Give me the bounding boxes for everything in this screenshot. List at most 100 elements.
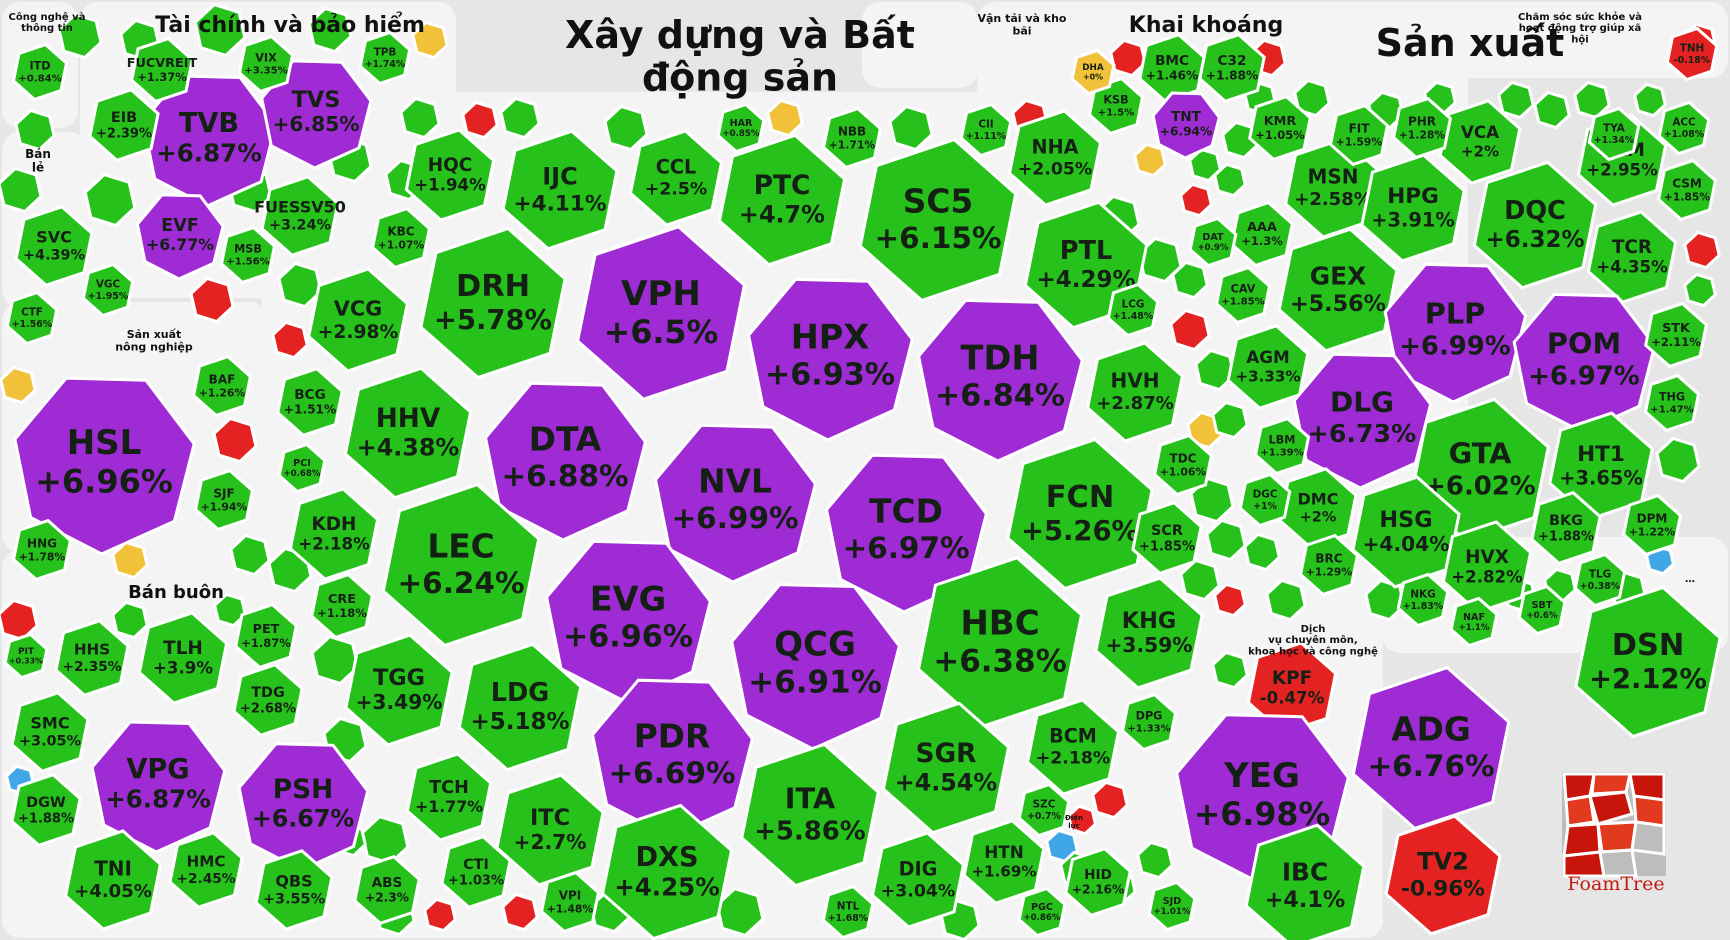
- stock-cell-bkg[interactable]: BKG+1.88%: [1530, 491, 1602, 565]
- stock-cell-hpx[interactable]: HPX+6.93%: [746, 277, 914, 442]
- stock-shape[interactable]: [237, 34, 295, 94]
- stock-cell-hhs[interactable]: HHS+2.35%: [54, 619, 130, 697]
- stock-shape[interactable]: [1438, 99, 1522, 185]
- stock-cell-drh[interactable]: DRH+5.78%: [419, 226, 567, 380]
- stock-cell-vcg[interactable]: VCG+2.98%: [307, 267, 409, 373]
- stock-shape[interactable]: [1064, 847, 1132, 917]
- stock-shape[interactable]: [1587, 106, 1641, 162]
- stock-cell-kmr[interactable]: KMR+1.05%: [1248, 94, 1312, 162]
- stock-cell-aaa[interactable]: AAA+1.3%: [1230, 200, 1294, 268]
- stock-shape[interactable]: [1360, 153, 1466, 263]
- minor-cell[interactable]: [603, 104, 649, 152]
- stock-cell-tnt[interactable]: TNT+6.94%: [1151, 91, 1221, 160]
- stock-shape[interactable]: [370, 206, 432, 270]
- stock-cell-dat[interactable]: DAT+0.9%: [1188, 216, 1238, 268]
- stock-shape[interactable]: [3, 632, 49, 680]
- minor-cell[interactable]: [1133, 142, 1167, 178]
- minor-cell[interactable]: [213, 592, 247, 628]
- stock-cell-sgr[interactable]: SGR+4.54%: [881, 701, 1011, 835]
- stock-cell-hsl[interactable]: HSL+6.96%: [13, 376, 196, 556]
- stock-shape[interactable]: [501, 129, 619, 251]
- stock-shape[interactable]: [1070, 48, 1116, 96]
- minor-cell[interactable]: [1109, 38, 1147, 78]
- stock-cell-hid[interactable]: HID+2.16%: [1064, 847, 1132, 917]
- minor-cell[interactable]: [1683, 230, 1721, 270]
- minor-cell[interactable]: [1194, 348, 1236, 392]
- minor-cell[interactable]: [0, 166, 43, 214]
- stock-cell-tdg[interactable]: TDG+2.68%: [232, 663, 304, 737]
- stock-cell-hqc[interactable]: HQC+1.94%: [404, 128, 496, 222]
- stock-cell-gex[interactable]: GEX+5.56%: [1277, 227, 1399, 353]
- stock-shape[interactable]: [544, 539, 712, 704]
- stock-cell-dta[interactable]: DTA+6.88%: [483, 381, 648, 542]
- stock-shape[interactable]: [130, 36, 194, 104]
- minor-cell[interactable]: [1205, 518, 1247, 562]
- minor-cell[interactable]: [1211, 650, 1249, 690]
- stock-cell-tnh[interactable]: TNH-0.18%: [1665, 26, 1719, 82]
- stock-shape[interactable]: [404, 128, 496, 222]
- stock-shape[interactable]: [1449, 596, 1499, 648]
- minor-cell[interactable]: [1683, 272, 1717, 308]
- minor-cell[interactable]: [229, 533, 271, 577]
- stock-cell-svc[interactable]: SVC +4.39%: [14, 205, 94, 287]
- stock-cell-thg[interactable]: THG +1.47%: [1643, 373, 1701, 433]
- stock-cell-vpg[interactable]: VPG+6.87%: [90, 720, 227, 854]
- stock-shape[interactable]: [600, 803, 734, 940]
- stock-shape[interactable]: [90, 720, 227, 854]
- stock-cell-qbs[interactable]: QBS +3.55%: [254, 849, 334, 931]
- stock-shape[interactable]: [916, 298, 1084, 463]
- minor-cell[interactable]: [277, 261, 323, 309]
- stock-shape[interactable]: [1328, 103, 1390, 167]
- minor-cell[interactable]: [1213, 162, 1247, 198]
- stock-cell-itc[interactable]: ITC+2.7%: [495, 773, 605, 887]
- stock-cell-ccl[interactable]: CCL+2.5%: [628, 129, 724, 227]
- stock-cell-fcn[interactable]: FCN+5.26%: [1006, 437, 1154, 591]
- stock-cell-abs[interactable]: ABS+2.3%: [353, 855, 421, 925]
- stock-cell-psh[interactable]: PSH+6.67%: [237, 742, 370, 872]
- stock-shape[interactable]: [959, 102, 1013, 158]
- stock-cell-plp[interactable]: PLP+6.99%: [1383, 262, 1528, 404]
- stock-shape[interactable]: [381, 482, 541, 648]
- stock-shape[interactable]: [343, 366, 473, 500]
- stock-shape[interactable]: [1085, 341, 1185, 443]
- stock-shape[interactable]: [1643, 373, 1701, 433]
- stock-shape[interactable]: [344, 633, 454, 747]
- stock-cell-tch[interactable]: TCH+1.77%: [405, 752, 493, 842]
- minor-cell[interactable]: [1169, 308, 1211, 352]
- stock-shape[interactable]: [717, 133, 847, 267]
- stock-cell-bcg[interactable]: BCG+1.51%: [276, 367, 344, 437]
- stock-cell-khg[interactable]: KHG+3.59%: [1094, 576, 1204, 690]
- minor-cell[interactable]: [1179, 558, 1221, 602]
- stock-shape[interactable]: [310, 572, 374, 640]
- stock-shape[interactable]: [1383, 262, 1528, 404]
- minor-cell[interactable]: [1136, 840, 1174, 880]
- stock-shape[interactable]: [1665, 26, 1719, 82]
- stock-shape[interactable]: [1188, 216, 1238, 268]
- stock-shape[interactable]: [824, 453, 989, 614]
- stock-shape[interactable]: [81, 262, 135, 318]
- stock-shape[interactable]: [1147, 880, 1197, 932]
- stock-shape[interactable]: [88, 88, 160, 162]
- stock-cell-dha[interactable]: DHA+0%: [1070, 48, 1116, 96]
- stock-cell-cav[interactable]: CAV +1.85%: [1214, 265, 1272, 325]
- stock-shape[interactable]: [288, 487, 380, 581]
- stock-cell-pit[interactable]: PIT+0.33%: [3, 632, 49, 680]
- stock-shape[interactable]: [1644, 301, 1708, 369]
- stock-cell-dxs[interactable]: DXS+4.25%: [600, 803, 734, 940]
- stock-shape[interactable]: [1007, 109, 1103, 207]
- stock-cell-cre[interactable]: CRE+1.18%: [310, 572, 374, 640]
- stock-cell-kpf[interactable]: KPF-0.47%: [1246, 641, 1338, 735]
- stock-cell-tcr[interactable]: TCR+4.35%: [1586, 210, 1678, 304]
- stock-cell-har[interactable]: HAR+0.85%: [716, 102, 766, 154]
- stock-shape[interactable]: [1017, 782, 1071, 838]
- stock-cell-tgg[interactable]: TGG+3.49%: [344, 633, 454, 747]
- minor-cell[interactable]: [499, 96, 541, 140]
- stock-cell-csm[interactable]: CSM+1.85%: [1656, 158, 1718, 222]
- stock-shape[interactable]: [168, 831, 244, 909]
- stock-cell-pci[interactable]: PCI+0.68%: [277, 442, 327, 494]
- stock-cell-msb[interactable]: MSB +1.56%: [219, 225, 277, 285]
- minor-cell[interactable]: [111, 600, 149, 640]
- minor-cell[interactable]: [1533, 90, 1571, 130]
- stock-cell-hpg[interactable]: HPG+3.91%: [1360, 153, 1466, 263]
- stock-cell-stk[interactable]: STK+2.11%: [1644, 301, 1708, 369]
